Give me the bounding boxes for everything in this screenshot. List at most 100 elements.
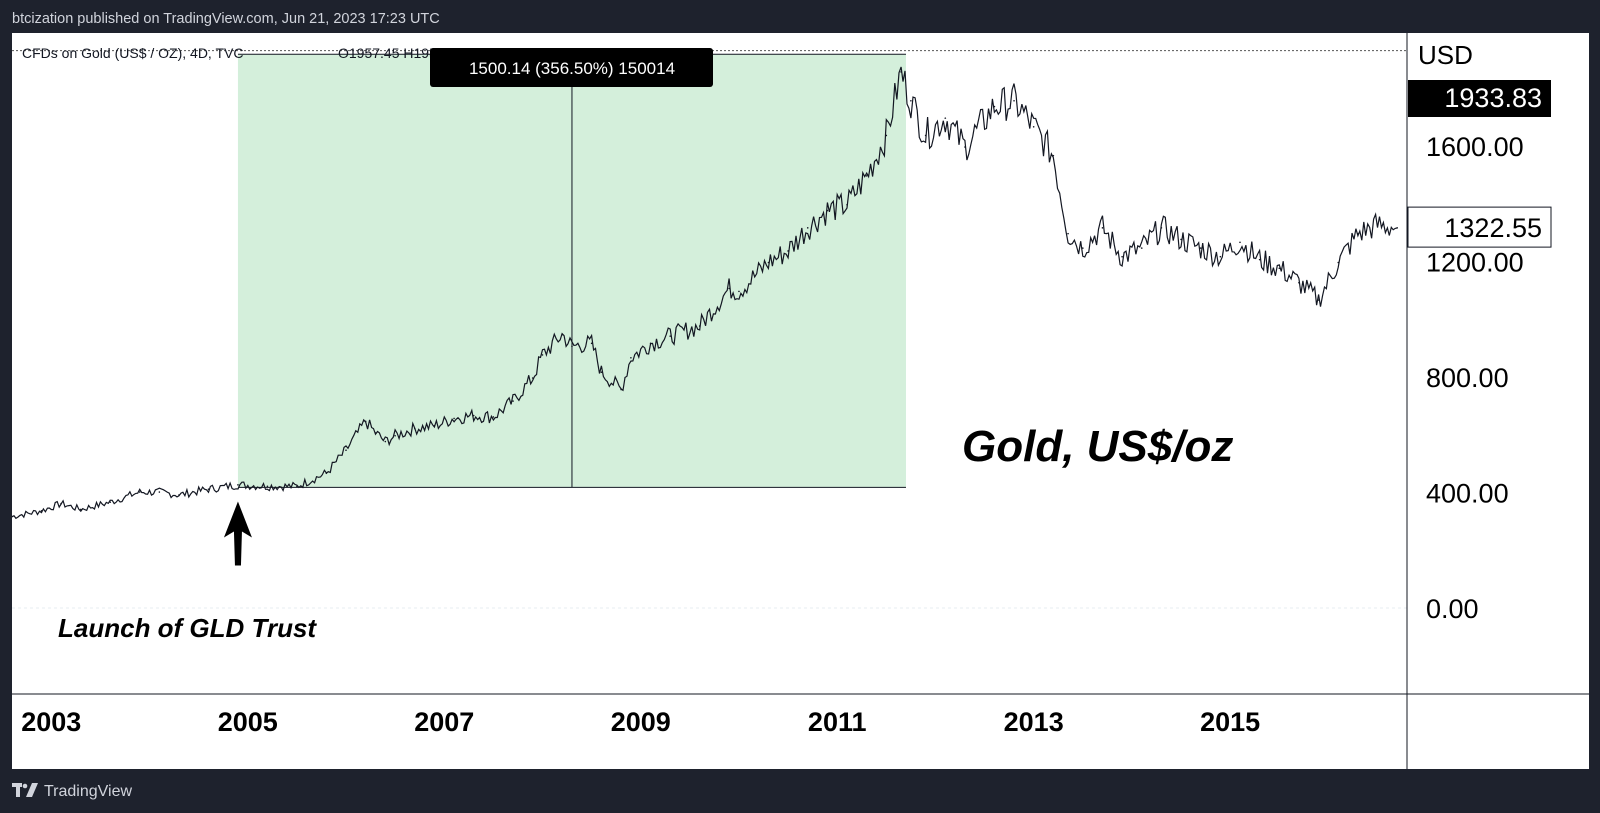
series-point: [364, 420, 367, 423]
series-point: [158, 491, 161, 493]
x-tick-label: 2015: [1200, 707, 1260, 737]
series-point: [1160, 227, 1163, 229]
series-point: [266, 485, 269, 488]
series-point: [993, 105, 996, 108]
event-label: Launch of GLD Trust: [58, 613, 317, 643]
series-point: [1180, 238, 1182, 241]
series-point: [296, 485, 298, 488]
series-point: [846, 203, 848, 206]
series-point: [178, 494, 180, 496]
series-point: [826, 209, 829, 212]
chart-title: CFDs on Gold (US$ / OZ), 4D, TVC: [22, 45, 243, 61]
series-point: [453, 417, 455, 420]
series-point: [1052, 154, 1055, 157]
series-point: [787, 250, 789, 252]
series-point: [60, 502, 62, 505]
series-point: [492, 416, 495, 418]
y-tick-label: 1200.00: [1426, 248, 1524, 278]
series-point: [1376, 224, 1379, 226]
series-point: [1032, 125, 1035, 128]
series-point: [1082, 247, 1084, 249]
series-point: [512, 400, 514, 402]
series-point: [325, 472, 328, 475]
series-point: [1013, 100, 1015, 102]
series-point: [1357, 232, 1359, 235]
series-point: [561, 333, 563, 336]
y-tick-label: 800.00: [1426, 363, 1509, 393]
series-point: [1219, 255, 1222, 258]
x-tick-label: 2005: [218, 707, 278, 737]
series-point: [138, 491, 141, 493]
series-point: [1199, 247, 1202, 249]
last-price-value: 1933.83: [1444, 83, 1542, 113]
series-point: [964, 146, 966, 148]
series-point: [541, 354, 544, 356]
crosshair-price-tag: [1407, 206, 1552, 248]
series-point: [1278, 267, 1281, 270]
series-point: [40, 510, 43, 512]
series-point: [472, 414, 475, 417]
y-tick-label: 1600.00: [1426, 132, 1524, 162]
footer: TradingView: [12, 780, 132, 804]
currency-label: USD: [1418, 40, 1473, 70]
series-point: [1239, 241, 1241, 244]
series-point: [433, 424, 436, 427]
series-line: [11, 66, 1398, 520]
x-tick-label: 2009: [611, 707, 671, 737]
series-point: [728, 287, 730, 290]
series-point: [1258, 258, 1261, 261]
series-point: [924, 134, 927, 137]
series-point: [669, 335, 672, 337]
tradingview-logo-icon: [12, 782, 38, 802]
series-point: [944, 117, 947, 119]
series-point: [1337, 261, 1340, 264]
series-point: [413, 427, 416, 430]
series-point: [394, 434, 396, 437]
chart-frame: CFDs on Gold (US$ / OZ), 4D, TVC O1957.4…: [11, 33, 1589, 769]
series-point: [1101, 227, 1104, 229]
series-point: [384, 440, 387, 443]
series-point: [806, 227, 809, 229]
measure-label-box[interactable]: [430, 48, 713, 87]
series-point: [571, 345, 573, 348]
series-point: [11, 515, 13, 518]
series-point: [698, 325, 701, 327]
footer-brand: TradingView: [44, 783, 133, 800]
series-point: [630, 356, 632, 359]
series-point: [345, 449, 347, 451]
series-point: [1317, 299, 1320, 301]
series-point: [910, 100, 912, 102]
time-axis[interactable]: 2003 2005 2007 2009 2011 2013 2015: [21, 707, 1260, 737]
series-point: [109, 501, 112, 503]
crosshair-price-value: 1322.55: [1444, 213, 1542, 243]
gold-price-chart[interactable]: CFDs on Gold (US$ / OZ), 4D, TVC O1957.4…: [11, 33, 1589, 769]
series-point: [738, 290, 740, 293]
series-point: [900, 71, 902, 73]
series-point: [649, 342, 652, 345]
event-arrow: [223, 501, 252, 566]
series-point: [1140, 247, 1143, 249]
y-tick-label: 0.00: [1426, 594, 1479, 624]
series-point: [1121, 255, 1123, 258]
x-tick-label: 2011: [808, 707, 867, 737]
x-tick-label: 2013: [1004, 707, 1064, 737]
price-axis[interactable]: 0.00 400.00 800.00 1200.00 1600.00: [1426, 132, 1524, 624]
series-point: [79, 508, 82, 511]
series-point: [207, 488, 210, 490]
series-point: [865, 175, 868, 177]
measure-label: 1500.14 (356.50%) 150014: [469, 59, 675, 78]
last-price-tag: [1408, 80, 1551, 117]
x-tick-label: 2007: [414, 707, 474, 737]
series-point: [531, 377, 534, 379]
series-group: [11, 66, 1398, 520]
series-point: [374, 432, 377, 434]
y-tick-label: 400.00: [1426, 479, 1509, 509]
series-point: [1067, 232, 1069, 235]
series-point: [620, 388, 622, 391]
series-point: [590, 342, 593, 345]
series-point: [237, 484, 239, 486]
series-point: [885, 134, 888, 137]
x-tick-label: 2003: [21, 707, 81, 737]
series-point: [1396, 227, 1398, 229]
series-point: [767, 261, 770, 264]
